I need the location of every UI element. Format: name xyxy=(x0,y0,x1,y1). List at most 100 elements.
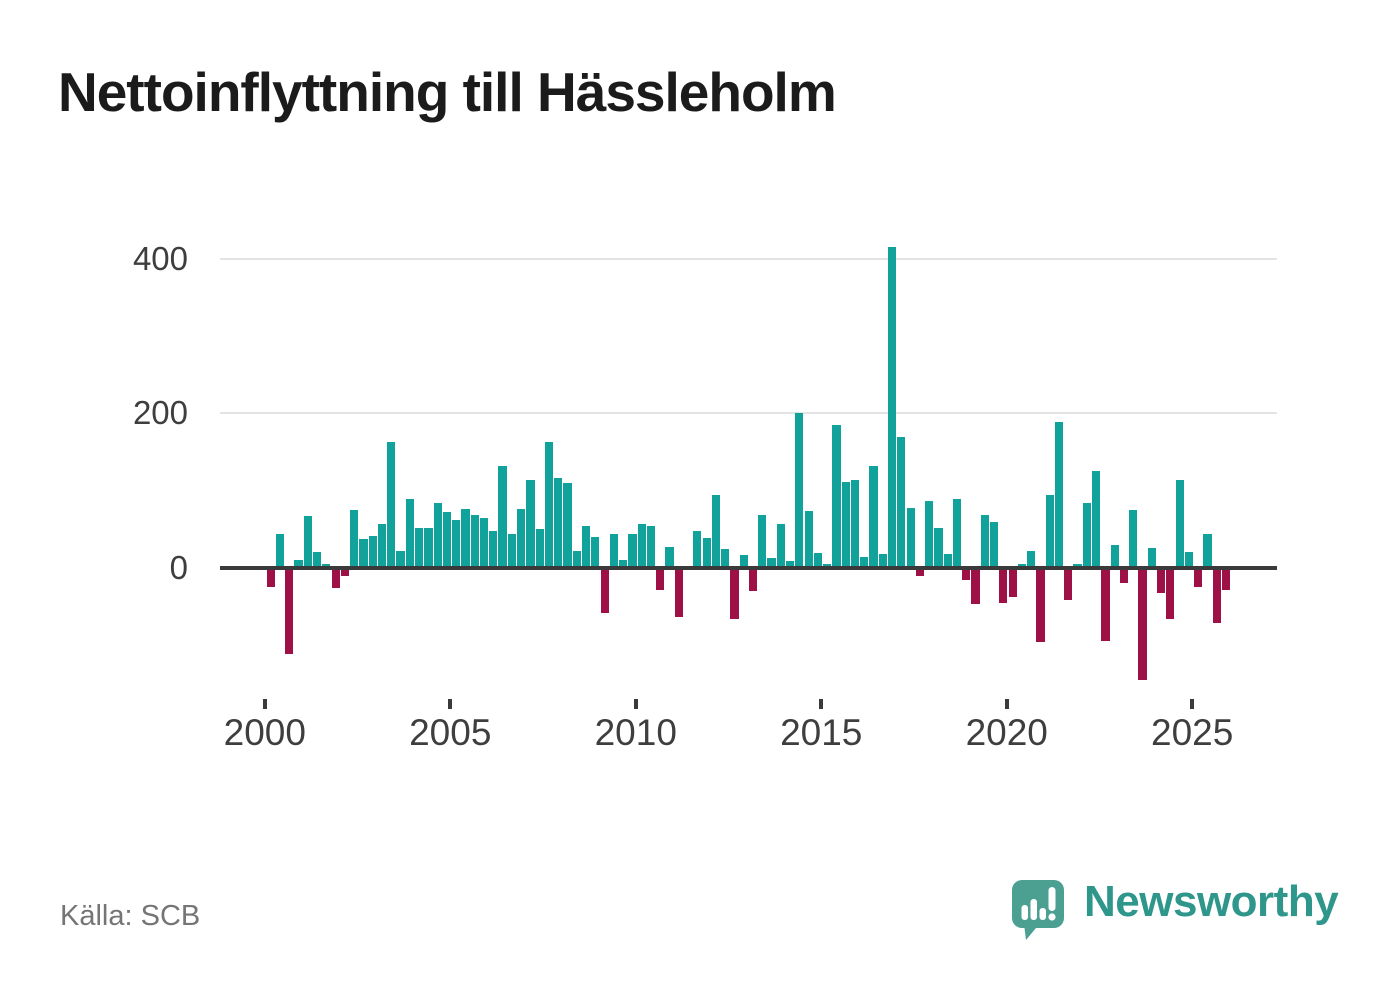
bar xyxy=(934,528,943,570)
newsworthy-logo-icon xyxy=(1012,880,1064,940)
bar xyxy=(581,525,591,570)
bar xyxy=(869,465,878,570)
bar xyxy=(925,501,934,570)
bar xyxy=(776,523,785,570)
bar xyxy=(739,555,748,570)
bar xyxy=(878,554,887,570)
bar xyxy=(702,538,711,570)
bar xyxy=(489,530,498,570)
bar xyxy=(433,502,442,570)
bar xyxy=(711,495,721,570)
bar xyxy=(841,481,850,570)
bar xyxy=(470,515,479,570)
bar xyxy=(498,466,507,570)
bar xyxy=(1027,550,1036,570)
chart-title: Nettoinflyttning till Hässleholm xyxy=(58,61,837,123)
bar xyxy=(730,567,739,619)
bar xyxy=(1119,567,1129,583)
brand-footer: Newsworthy xyxy=(1008,874,1339,944)
bar xyxy=(442,511,452,570)
bar xyxy=(350,510,359,570)
bar xyxy=(479,518,489,570)
bar xyxy=(313,552,322,570)
bar xyxy=(387,441,396,570)
bar xyxy=(906,508,915,570)
bar xyxy=(888,247,897,570)
x-axis-tick xyxy=(1004,699,1009,709)
bar xyxy=(999,567,1008,603)
bar xyxy=(1129,510,1138,570)
bar xyxy=(303,515,312,570)
bar xyxy=(897,437,906,570)
bar xyxy=(1008,567,1017,597)
bar xyxy=(600,567,609,613)
bar xyxy=(1194,567,1203,588)
x-axis-tick xyxy=(819,699,824,709)
bar xyxy=(785,561,795,570)
bar xyxy=(331,567,340,588)
source-caption: Källa: SCB xyxy=(60,900,201,932)
x-axis-label: 2010 xyxy=(594,712,677,753)
bar xyxy=(415,528,424,570)
y-axis-label: 0 xyxy=(169,548,188,586)
bar xyxy=(674,567,683,617)
bar xyxy=(275,534,285,570)
bar xyxy=(943,554,952,570)
bar xyxy=(804,511,813,570)
bar xyxy=(1138,567,1147,680)
bar xyxy=(591,537,600,570)
bar xyxy=(850,479,860,570)
bar xyxy=(1175,480,1184,570)
bar xyxy=(377,524,387,570)
bar xyxy=(980,515,989,570)
bar xyxy=(507,534,516,570)
bar xyxy=(962,567,971,581)
bar xyxy=(1203,534,1212,570)
bar xyxy=(860,556,869,570)
bar xyxy=(461,508,470,570)
bar xyxy=(693,530,702,570)
bar xyxy=(628,533,637,570)
bar xyxy=(1101,567,1110,641)
bar xyxy=(1184,552,1193,570)
bar xyxy=(359,538,368,570)
bar xyxy=(294,559,303,570)
bar xyxy=(554,478,563,570)
x-axis-label: 2020 xyxy=(965,712,1048,753)
zero-axis-line xyxy=(220,565,1277,570)
brand-wordmark: Newsworthy xyxy=(1084,877,1339,926)
gridline-200 xyxy=(220,412,1277,415)
bar xyxy=(1147,548,1156,570)
y-axis-label: 400 xyxy=(132,239,188,277)
bar xyxy=(452,519,461,570)
bar xyxy=(396,551,405,570)
bar xyxy=(609,533,618,570)
bar xyxy=(368,535,377,570)
bar xyxy=(1036,567,1045,642)
bar xyxy=(535,528,544,570)
bar xyxy=(285,567,294,655)
bar xyxy=(758,515,767,570)
bar xyxy=(1166,567,1175,619)
bar xyxy=(1064,567,1073,600)
bar xyxy=(572,551,581,570)
bar xyxy=(721,549,730,570)
bar xyxy=(665,547,674,570)
bar xyxy=(526,479,535,570)
bar xyxy=(1221,567,1231,590)
bar xyxy=(656,567,665,590)
bar xyxy=(637,524,646,570)
bar xyxy=(266,567,275,587)
bar xyxy=(1092,471,1101,570)
bar xyxy=(1156,567,1166,593)
y-axis-label: 200 xyxy=(132,394,188,432)
bar xyxy=(1045,495,1054,570)
bar xyxy=(915,567,925,576)
bar xyxy=(1110,545,1119,570)
x-axis-tick xyxy=(262,699,267,709)
bar xyxy=(767,557,776,570)
gridline-400 xyxy=(220,257,1277,260)
bar xyxy=(813,552,823,570)
x-axis-label: 2005 xyxy=(409,712,492,753)
bar xyxy=(748,567,758,592)
